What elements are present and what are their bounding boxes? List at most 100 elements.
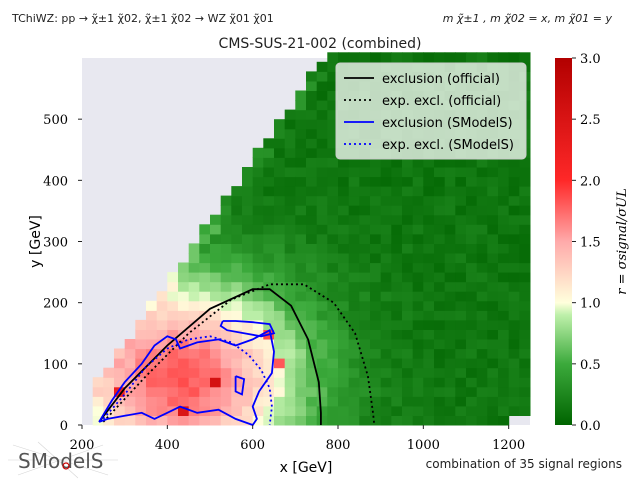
heatmap-cell: [327, 377, 339, 388]
heatmap-cell: [284, 167, 296, 178]
heatmap-cell: [391, 329, 403, 340]
heatmap-cell: [306, 109, 318, 120]
heatmap-cell: [348, 224, 360, 235]
heatmap-cell: [380, 52, 392, 63]
heatmap-cell: [316, 90, 328, 101]
heatmap-cell: [252, 253, 264, 264]
heatmap-cell: [487, 281, 499, 292]
heatmap-cell: [434, 367, 446, 378]
heatmap-cell: [306, 186, 318, 197]
heatmap-cell: [380, 377, 392, 388]
heatmap-cell: [423, 348, 435, 359]
heatmap-cell: [476, 358, 488, 369]
heatmap-cell: [380, 339, 392, 350]
heatmap-cell: [423, 329, 435, 340]
heatmap-cell: [242, 176, 254, 187]
heatmap-cell: [380, 405, 392, 416]
heatmap-cell: [348, 329, 360, 340]
heatmap-cell: [231, 329, 243, 340]
heatmap-cell: [391, 367, 403, 378]
heatmap-cell: [274, 195, 286, 206]
heatmap-cell: [284, 253, 296, 264]
heatmap-cell: [348, 176, 360, 187]
heatmap-cell: [242, 262, 254, 273]
heatmap-cell: [92, 396, 104, 407]
heatmap-cell: [231, 233, 243, 244]
heatmap-cell: [231, 224, 243, 235]
heatmap-cell: [455, 281, 467, 292]
heatmap-cell: [327, 348, 339, 359]
heatmap-cell: [380, 186, 392, 197]
heatmap-cell: [348, 339, 360, 350]
heatmap-cell: [263, 367, 275, 378]
heatmap-cell: [252, 224, 264, 235]
chart-title: CMS-SUS-21-002 (combined): [218, 36, 422, 52]
legend-label: exp. excl. (SModelS): [382, 138, 514, 153]
heatmap-cell: [370, 243, 382, 254]
heatmap-cell: [370, 253, 382, 264]
heatmap-cell: [455, 272, 467, 283]
heatmap-cell: [391, 52, 403, 63]
heatmap-cell: [434, 396, 446, 407]
heatmap-cell: [306, 386, 318, 397]
heatmap-cell: [242, 396, 254, 407]
heatmap-cell: [498, 367, 510, 378]
heatmap-cell: [306, 377, 318, 388]
heatmap-cell: [444, 243, 456, 254]
heatmap-cell: [370, 281, 382, 292]
heatmap-cell: [455, 405, 467, 416]
heatmap-cell: [316, 300, 328, 311]
heatmap-cell: [434, 224, 446, 235]
heatmap-cell: [380, 310, 392, 321]
heatmap-cell: [263, 186, 275, 197]
heatmap-cell: [498, 52, 510, 63]
heatmap-cell: [231, 281, 243, 292]
heatmap-cell: [295, 214, 307, 225]
heatmap-cell: [359, 167, 371, 178]
heatmap-cell: [412, 300, 424, 311]
heatmap-cell: [380, 386, 392, 397]
heatmap-cell: [146, 300, 158, 311]
heatmap-cell: [487, 319, 499, 330]
heatmap-cell: [380, 262, 392, 273]
heatmap-cell: [327, 291, 339, 302]
heatmap-cell: [487, 52, 499, 63]
heatmap-cell: [306, 233, 318, 244]
heatmap-cell: [476, 377, 488, 388]
heatmap-cell: [348, 272, 360, 283]
heatmap-cell: [306, 224, 318, 235]
heatmap-cell: [199, 396, 211, 407]
heatmap-cell: [508, 405, 520, 416]
heatmap-cell: [306, 157, 318, 168]
heatmap-cell: [135, 348, 147, 359]
heatmap-cell: [146, 386, 158, 397]
heatmap-cell: [359, 367, 371, 378]
heatmap-cell: [412, 167, 424, 178]
heatmap-cell: [135, 405, 147, 416]
heatmap-cell: [466, 348, 478, 359]
heatmap-cell: [338, 195, 350, 206]
heatmap-cell: [327, 319, 339, 330]
colorbar-tick-label: 0.5: [580, 358, 601, 373]
heatmap-cell: [306, 281, 318, 292]
heatmap-cell: [242, 377, 254, 388]
x-tick-label: 600: [240, 438, 265, 453]
heatmap-cell: [327, 119, 339, 130]
heatmap-cell: [242, 367, 254, 378]
series-line-2: [98, 328, 275, 427]
heatmap-cell: [220, 224, 232, 235]
heatmap-cell: [476, 272, 488, 283]
heatmap-cell: [316, 80, 328, 91]
heatmap-cell: [476, 367, 488, 378]
heatmap-cell: [252, 358, 264, 369]
colorbar-tick-label: 2.0: [580, 174, 601, 189]
heatmap-cell: [103, 405, 115, 416]
heatmap-cell: [210, 291, 222, 302]
heatmap-cell: [295, 243, 307, 254]
heatmap-cell: [338, 262, 350, 273]
heatmap-cell: [135, 415, 147, 426]
heatmap-cell: [519, 377, 531, 388]
heatmap-cell: [220, 405, 232, 416]
heatmap-cell: [412, 348, 424, 359]
heatmap-cell: [444, 186, 456, 197]
